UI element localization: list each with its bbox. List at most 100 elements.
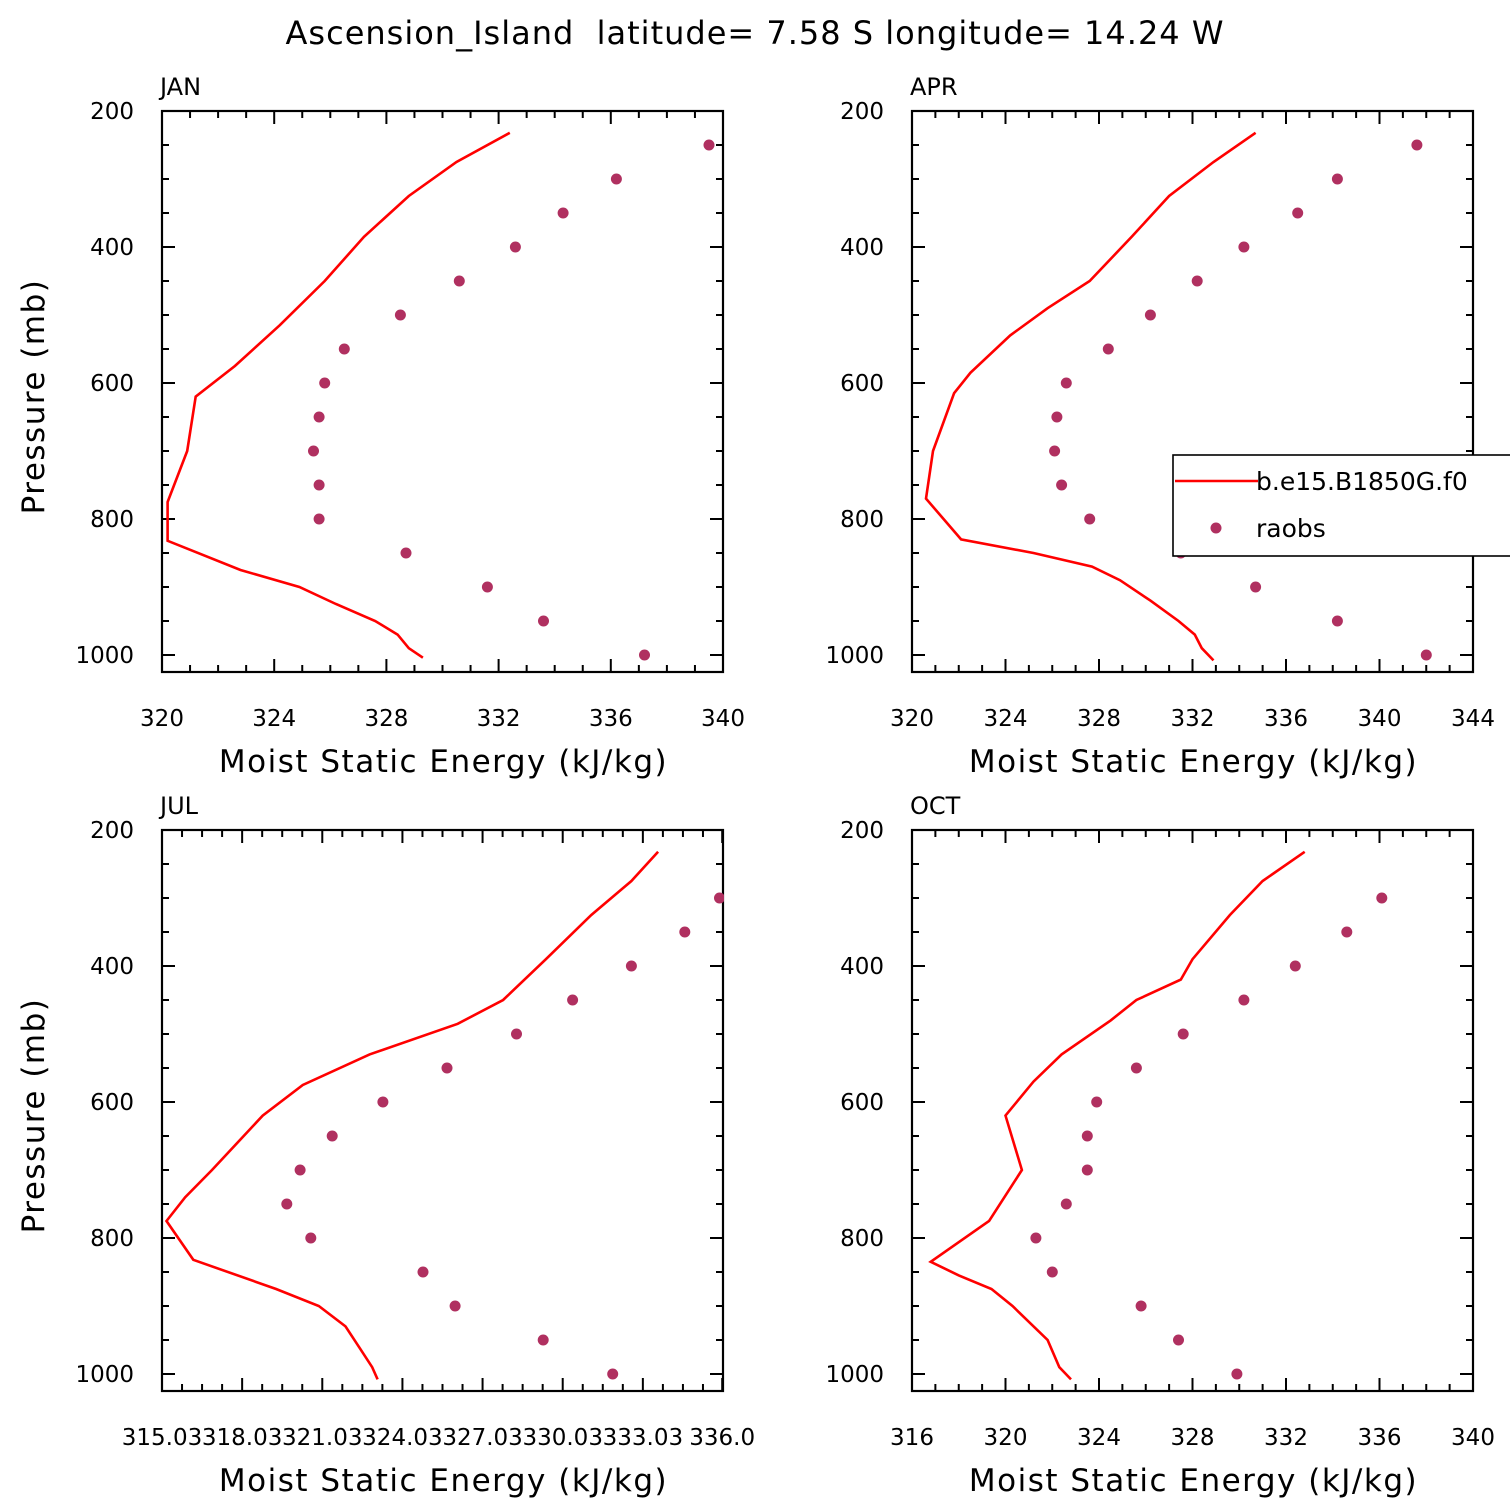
raobs-point: [1331, 615, 1343, 627]
model-profile-line: [164, 850, 660, 1380]
panel-jan: 200 400 600 800 1000 320 324 328 332 336 340 JAN Moi…: [16, 73, 745, 780]
plot-frame: [910, 828, 1475, 1393]
y-tick-label: 200: [840, 818, 884, 844]
x-tick-label: 324: [1077, 1425, 1121, 1451]
panels: 200 400 600 800 1000 320 324 328 332 336 340 JAN Moi…: [16, 73, 1510, 1499]
raobs-point: [1060, 1198, 1072, 1210]
y-tick-label: 600: [840, 371, 884, 397]
raobs-point: [481, 581, 493, 593]
raobs-point: [1060, 377, 1072, 389]
model-profile-line: [166, 131, 511, 659]
x-tick-label: 336: [1264, 706, 1308, 732]
y-tick-label: 600: [840, 1090, 884, 1116]
y-tick-label: 1000: [75, 643, 134, 669]
y-tick-label: 800: [840, 507, 884, 533]
x-tick-label: 320: [140, 706, 184, 732]
x-tick-label: 340: [701, 706, 745, 732]
raobs-point: [313, 513, 325, 525]
raobs-point: [319, 377, 331, 389]
legend-point-swatch: [1210, 522, 1222, 534]
raobs-point: [1049, 445, 1061, 457]
x-tick-label: 324: [252, 706, 296, 732]
raobs-point: [610, 173, 622, 185]
x-axis-label: Moist Static Energy (kJ/kg): [219, 1463, 668, 1499]
raobs-point: [1084, 513, 1096, 525]
x-tick-label: 321.03: [282, 1425, 362, 1451]
y-tick-label: 600: [90, 1090, 134, 1116]
raobs-point: [625, 960, 637, 972]
raobs-point: [1051, 411, 1063, 423]
raobs-point: [294, 1164, 306, 1176]
panel-label: JUL: [158, 792, 199, 820]
panel-label: APR: [910, 73, 958, 101]
raobs-point: [639, 649, 650, 661]
raobs-point: [509, 241, 521, 253]
raobs-point: [313, 411, 325, 423]
x-tick-label: 344: [1451, 706, 1495, 732]
raobs-point: [1292, 207, 1304, 219]
raobs-point: [537, 1334, 549, 1346]
raobs-point: [441, 1062, 453, 1074]
raobs-point: [557, 207, 569, 219]
y-tick-label: 1000: [825, 643, 884, 669]
y-tick-label: 200: [840, 99, 884, 125]
x-tick-label: 332: [1264, 1425, 1308, 1451]
raobs-point: [338, 343, 350, 355]
x-tick-label: 332: [1171, 706, 1215, 732]
plot-frame: [160, 109, 725, 674]
x-tick-label: 340: [1358, 706, 1402, 732]
raobs-point: [1191, 275, 1203, 287]
x-tick-label: 328: [1077, 706, 1121, 732]
raobs-point: [1411, 139, 1423, 151]
x-tick-label: 324: [984, 706, 1028, 732]
y-tick-label: 400: [840, 954, 884, 980]
x-axis-label: Moist Static Energy (kJ/kg): [969, 1463, 1418, 1499]
x-tick-label: 315.03: [122, 1425, 202, 1451]
raobs-point: [567, 994, 579, 1006]
raobs-point: [1173, 1334, 1184, 1346]
y-axis-label: Pressure (mb): [16, 279, 52, 515]
x-tick-label: 328: [1171, 1425, 1215, 1451]
raobs-point: [607, 1368, 619, 1380]
y-tick-label: 1000: [825, 1362, 884, 1388]
raobs-point: [417, 1266, 429, 1278]
raobs-point: [1177, 1028, 1189, 1040]
y-tick-label: 400: [90, 235, 134, 261]
model-profile-line: [924, 131, 1257, 662]
raobs-point: [449, 1300, 461, 1312]
plot-area: [166, 131, 715, 661]
raobs-point: [1231, 1368, 1243, 1380]
plot-area: [924, 131, 1432, 662]
raobs-point: [394, 309, 406, 321]
panel-label: JAN: [158, 73, 201, 101]
x-tick-label: 336: [1358, 1425, 1402, 1451]
panel-jul: 200 400 600 800 1000 315.03 318.03 321.03 324.03…: [16, 792, 755, 1499]
y-tick-label: 1000: [75, 1362, 134, 1388]
plot-area: [928, 850, 1388, 1381]
raobs-point: [1081, 1164, 1093, 1176]
x-axis-label: Moist Static Energy (kJ/kg): [969, 744, 1418, 780]
raobs-point: [1238, 241, 1250, 253]
x-tick-label: 320: [890, 706, 934, 732]
raobs-point: [1056, 479, 1068, 491]
raobs-point: [400, 547, 412, 559]
raobs-point: [714, 892, 724, 904]
raobs-point: [1341, 926, 1353, 938]
raobs-point: [377, 1096, 389, 1108]
x-tick-label: 336: [589, 706, 633, 732]
raobs-point: [511, 1028, 522, 1040]
x-tick-label: 333.03: [603, 1425, 683, 1451]
raobs-point: [1130, 1062, 1142, 1074]
plot-area: [164, 850, 724, 1380]
legend-box: [1172, 454, 1510, 557]
x-tick-label: 316: [890, 1425, 934, 1451]
raobs-point: [1081, 1130, 1093, 1142]
raobs-point: [1144, 309, 1156, 321]
raobs-point: [538, 615, 549, 627]
raobs-point: [1420, 649, 1432, 661]
x-tick-label: 336.0: [689, 1425, 755, 1451]
x-axis-label: Moist Static Energy (kJ/kg): [219, 744, 668, 780]
y-tick-label: 400: [840, 235, 884, 261]
y-tick-label: 600: [90, 371, 134, 397]
raobs-point: [1250, 581, 1262, 593]
